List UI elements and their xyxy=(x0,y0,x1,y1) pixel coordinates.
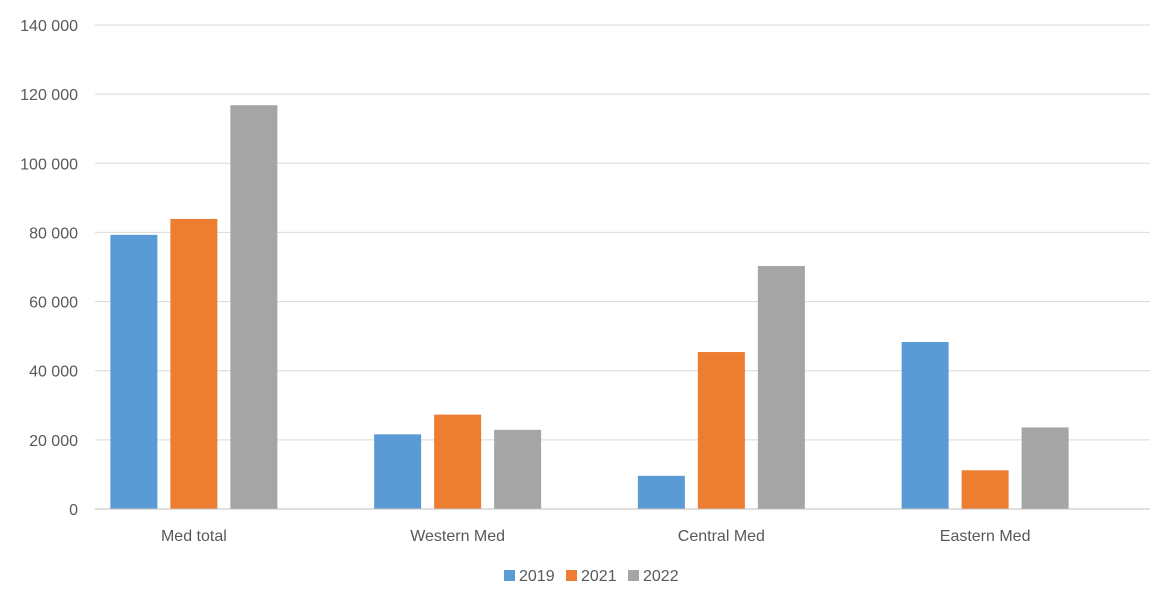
bar-2019-med-total xyxy=(110,234,158,509)
bar-2019-western-med xyxy=(374,434,422,509)
x-category-label: Eastern Med xyxy=(940,528,1031,545)
y-tick-label: 20 000 xyxy=(29,433,78,450)
y-tick-label: 60 000 xyxy=(29,295,78,312)
x-axis-category-labels: Med total Western Med Central Med Eastern M… xyxy=(161,528,1031,545)
y-tick-label: 80 000 xyxy=(29,225,78,242)
legend-swatch-2019 xyxy=(504,570,515,581)
x-category-label: Western Med xyxy=(410,528,505,545)
bar-2019-central-med xyxy=(637,475,685,509)
x-category-label: Central Med xyxy=(678,528,765,545)
bar-2021-med-total xyxy=(170,218,218,509)
bar-2022-central-med xyxy=(757,265,805,509)
y-tick-label: 140 000 xyxy=(20,18,78,35)
y-tick-label: 120 000 xyxy=(20,87,78,104)
bar-2021-eastern-med xyxy=(961,470,1009,509)
bars xyxy=(110,105,1069,509)
bar-2022-med-total xyxy=(230,105,278,509)
bar-2022-western-med xyxy=(494,429,542,509)
y-axis-tick-labels: 0 20 000 40 000 60 000 80 000 100 000 120 000 1… xyxy=(20,18,78,519)
legend-swatch-2022 xyxy=(628,570,639,581)
y-tick-label: 40 000 xyxy=(29,364,78,381)
legend-swatch-2021 xyxy=(566,570,577,581)
legend: 2019 2021 2022 xyxy=(504,568,679,585)
legend-label: 2021 xyxy=(581,568,617,585)
bar-2019-eastern-med xyxy=(901,342,949,509)
y-tick-label: 100 000 xyxy=(20,156,78,173)
bar-2022-eastern-med xyxy=(1021,427,1069,509)
bar-2021-western-med xyxy=(434,414,482,509)
legend-label: 2019 xyxy=(519,568,555,585)
legend-label: 2022 xyxy=(643,568,679,585)
x-category-label: Med total xyxy=(161,528,227,545)
bar-2021-central-med xyxy=(697,352,745,509)
y-tick-label: 0 xyxy=(69,502,78,519)
